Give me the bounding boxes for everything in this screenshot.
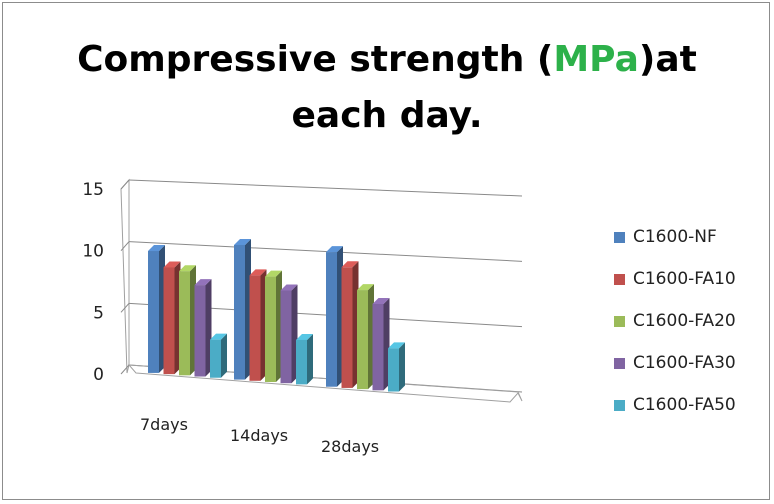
bar <box>372 303 384 391</box>
bar <box>357 290 368 390</box>
bar <box>210 339 221 378</box>
bar <box>296 339 307 385</box>
bar-side <box>307 333 313 385</box>
bar-side <box>221 333 227 378</box>
bar-top <box>234 238 251 245</box>
title-text-start: Compressive strength ( <box>77 39 554 80</box>
legend-label: C1600-NF <box>633 227 717 247</box>
legend-swatch <box>614 231 625 243</box>
x-tick-label: 7days <box>140 415 188 434</box>
legend-swatch <box>614 315 625 327</box>
bar-top <box>388 342 405 349</box>
title-text-end: )at <box>638 39 697 80</box>
bar <box>179 271 190 376</box>
gridline-side <box>120 179 130 190</box>
gridline <box>128 179 523 197</box>
bar <box>280 290 292 384</box>
legend-label: C1600-FA50 <box>633 395 736 415</box>
gridline-side <box>120 241 130 251</box>
bar <box>148 251 159 373</box>
y-tick-label: 0 <box>93 365 104 385</box>
bar <box>234 244 245 380</box>
chart-legend: C1600-NF C1600-FA10 C1600-FA20 C1600-FA30 C1… <box>614 216 736 426</box>
legend-label: C1600-FA20 <box>633 311 736 331</box>
bar <box>265 276 276 383</box>
chart-title: Compressive strength (MPa)at each day. <box>0 32 774 144</box>
bar-top <box>148 245 165 252</box>
bar-top <box>210 333 227 340</box>
bar-top <box>265 270 282 277</box>
bar <box>341 267 353 388</box>
bar-top <box>341 261 359 268</box>
floor <box>127 364 523 403</box>
bar-side <box>399 342 405 392</box>
bar <box>194 285 206 377</box>
bar-top <box>179 265 196 272</box>
bar-top <box>194 279 212 286</box>
left-wall <box>120 178 130 374</box>
bar <box>326 252 337 387</box>
legend-item: C1600-FA20 <box>614 300 736 342</box>
bar-top <box>249 269 267 276</box>
x-tick-label: 28days <box>321 437 379 456</box>
gridline <box>128 241 523 262</box>
legend-item: C1600-FA30 <box>614 342 736 384</box>
bar <box>163 267 175 375</box>
y-tick-label: 10 <box>82 242 104 262</box>
title-line-2: each day. <box>291 95 483 136</box>
gridline-side <box>120 364 130 375</box>
legend-label: C1600-FA30 <box>633 353 736 373</box>
legend-item: C1600-FA10 <box>614 258 736 300</box>
y-tick-label: 5 <box>93 303 104 323</box>
bar-top <box>280 284 298 291</box>
legend-item: C1600-NF <box>614 216 736 258</box>
gridline-side <box>120 303 130 313</box>
y-tick-label: 15 <box>82 180 104 200</box>
legend-item: C1600-FA50 <box>614 384 736 426</box>
x-tick-label: 14days <box>230 426 288 445</box>
legend-label: C1600-FA10 <box>633 269 736 289</box>
bar <box>249 275 261 381</box>
bar-top <box>326 246 343 253</box>
bar <box>388 348 399 392</box>
title-unit: MPa <box>553 39 639 80</box>
bar-top <box>296 333 313 340</box>
legend-swatch <box>614 273 625 285</box>
bar-top <box>163 261 181 268</box>
bar-top <box>357 284 374 291</box>
legend-swatch <box>614 357 625 369</box>
bar-top <box>372 297 390 304</box>
legend-swatch <box>614 399 625 411</box>
